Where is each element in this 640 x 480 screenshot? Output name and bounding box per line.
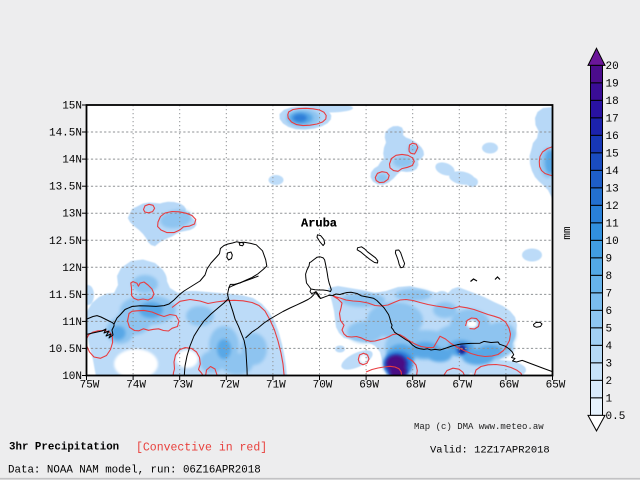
svg-text:14: 14 <box>606 166 620 178</box>
svg-text:3: 3 <box>606 359 613 371</box>
svg-text:13: 13 <box>606 184 619 196</box>
svg-text:13N: 13N <box>62 209 82 221</box>
svg-text:5: 5 <box>606 324 613 336</box>
svg-text:12N: 12N <box>62 263 82 275</box>
svg-text:11N: 11N <box>62 317 82 329</box>
svg-text:Aruba: Aruba <box>301 216 337 230</box>
svg-text:2: 2 <box>606 376 613 388</box>
svg-text:71W: 71W <box>266 380 286 392</box>
svg-text:70W: 70W <box>313 380 333 392</box>
svg-text:[Convective in red]: [Convective in red] <box>136 441 267 454</box>
svg-text:14N: 14N <box>62 155 82 167</box>
svg-text:67W: 67W <box>452 380 472 392</box>
svg-text:13.5N: 13.5N <box>49 182 82 194</box>
svg-text:9: 9 <box>606 254 613 266</box>
svg-text:69W: 69W <box>359 380 379 392</box>
svg-text:6: 6 <box>606 306 613 318</box>
svg-text:0.5: 0.5 <box>606 411 626 423</box>
svg-text:19: 19 <box>606 79 619 91</box>
svg-text:mm: mm <box>562 226 574 240</box>
svg-text:66W: 66W <box>499 380 519 392</box>
svg-text:74W: 74W <box>126 380 146 392</box>
svg-text:17: 17 <box>606 114 619 126</box>
svg-text:8: 8 <box>606 271 613 283</box>
svg-text:4: 4 <box>606 341 613 353</box>
svg-text:68W: 68W <box>406 380 426 392</box>
svg-text:1: 1 <box>606 394 613 406</box>
svg-text:65W: 65W <box>546 380 566 392</box>
svg-text:14.5N: 14.5N <box>49 128 82 140</box>
svg-text:15N: 15N <box>62 101 82 113</box>
svg-text:12: 12 <box>606 201 619 213</box>
svg-text:11: 11 <box>606 219 620 231</box>
svg-text:10.5N: 10.5N <box>49 344 82 356</box>
svg-text:Map (c) DMA www.meteo.aw: Map (c) DMA www.meteo.aw <box>414 422 544 432</box>
svg-text:3hr Precipitation: 3hr Precipitation <box>9 441 119 453</box>
svg-text:Data: NOAA NAM model, run: 06Z: Data: NOAA NAM model, run: 06Z16APR2018 <box>8 465 261 477</box>
svg-text:10N: 10N <box>62 371 82 383</box>
svg-text:12.5N: 12.5N <box>49 236 82 248</box>
svg-text:73W: 73W <box>173 380 193 392</box>
svg-text:16: 16 <box>606 131 619 143</box>
svg-text:75W: 75W <box>80 380 100 392</box>
svg-text:15: 15 <box>606 149 619 161</box>
svg-text:Valid: 12Z17APR2018: Valid: 12Z17APR2018 <box>430 444 550 456</box>
svg-text:Aruba: Aruba <box>301 216 337 230</box>
svg-text:20: 20 <box>606 61 619 73</box>
svg-text:18: 18 <box>606 96 619 108</box>
svg-text:10: 10 <box>606 236 619 248</box>
svg-text:11.5N: 11.5N <box>49 290 82 302</box>
svg-text:7: 7 <box>606 289 613 301</box>
svg-text:72W: 72W <box>219 380 239 392</box>
